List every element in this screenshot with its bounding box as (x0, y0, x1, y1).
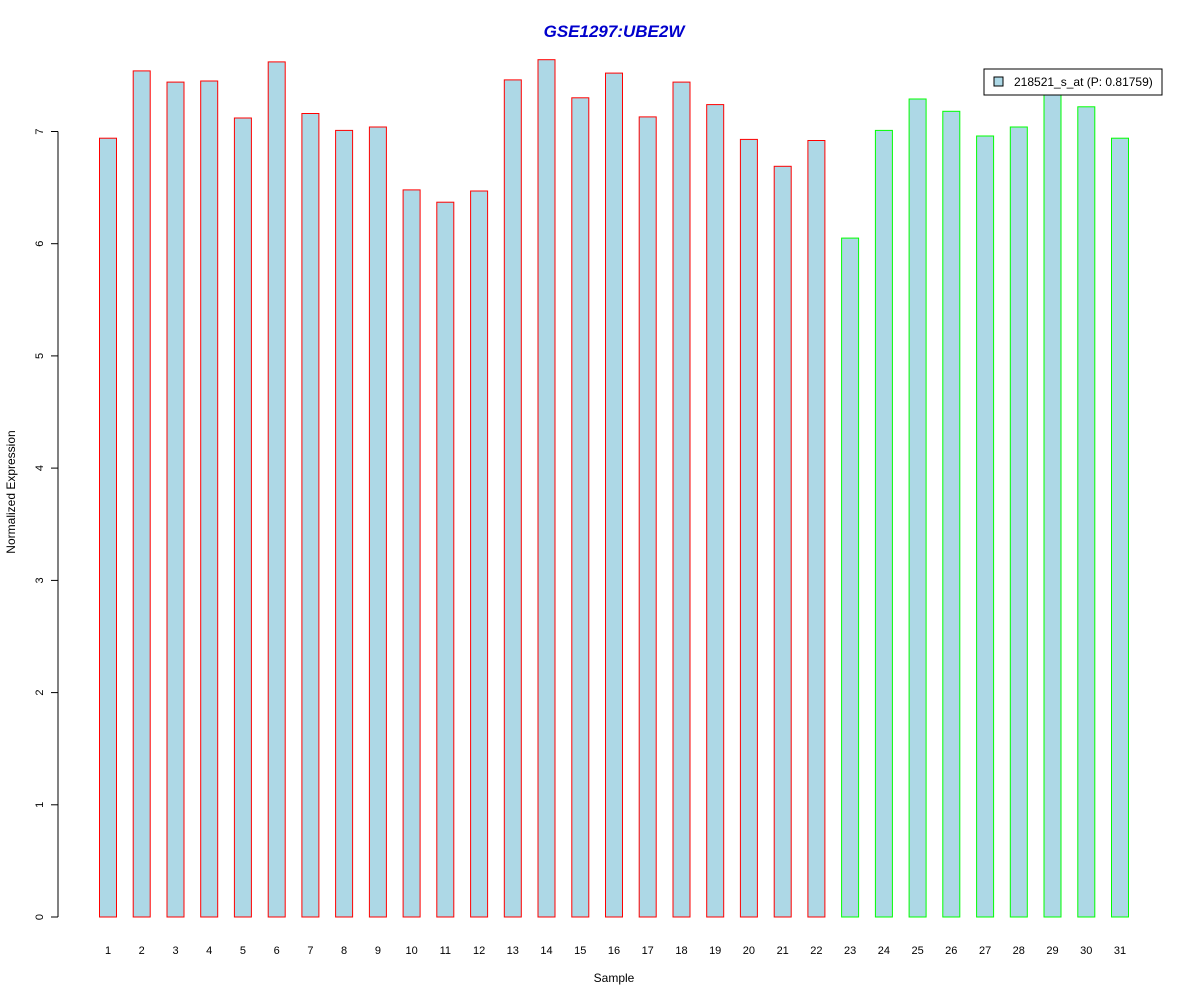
x-tick-label: 3 (172, 945, 178, 957)
bar-sample-13 (503, 79, 522, 918)
x-tick-label: 5 (240, 945, 246, 957)
bar-sample-4 (200, 80, 219, 918)
bar-sample-14 (537, 59, 556, 918)
bars-group (99, 59, 1129, 918)
x-tick-label: 9 (375, 945, 381, 957)
x-axis-title: Sample (594, 971, 635, 985)
legend-swatch (993, 76, 1004, 87)
bar-sample-26 (942, 110, 961, 918)
bar-sample-30 (1077, 106, 1096, 918)
x-tick-label: 21 (777, 945, 789, 957)
legend: 218521_s_at (P: 0.81759) (983, 68, 1163, 96)
bar-sample-17 (638, 116, 657, 918)
bar-sample-9 (368, 126, 387, 918)
x-tick-label: 22 (810, 945, 822, 957)
x-tick-label: 28 (1013, 945, 1025, 957)
bar-sample-23 (841, 237, 860, 918)
bar-sample-20 (739, 138, 758, 918)
bar-sample-31 (1111, 137, 1129, 918)
x-tick-label: 17 (642, 945, 654, 957)
bar-sample-16 (605, 72, 623, 918)
x-tick-label: 25 (911, 945, 923, 957)
x-tick-label: 31 (1114, 945, 1126, 957)
bar-sample-19 (706, 104, 725, 918)
bar-sample-8 (335, 129, 354, 918)
x-tick-label: 13 (507, 945, 519, 957)
x-axis: 1 2 3 4 5 6 7 8 9 10 11 12 13 14 15 16 17 18 19 20 21 22 23 24 2… (105, 945, 1126, 957)
x-tick-label: 6 (274, 945, 280, 957)
bar-sample-12 (470, 190, 489, 918)
bar-sample-24 (874, 129, 893, 918)
x-tick-label: 4 (206, 945, 212, 957)
bar-sample-7 (301, 113, 320, 918)
bar-sample-3 (166, 81, 185, 918)
x-tick-label: 16 (608, 945, 620, 957)
bar-sample-15 (571, 97, 590, 918)
x-tick-label: 23 (844, 945, 856, 957)
x-tick-label: 11 (440, 945, 451, 957)
bar-sample-27 (976, 135, 995, 918)
bar-sample-6 (267, 61, 286, 918)
bar-sample-2 (132, 70, 151, 918)
x-tick-label: 29 (1046, 945, 1058, 957)
y-tick-label: 1 (34, 802, 46, 808)
y-tick-label: 6 (34, 241, 46, 247)
y-tick-label: 5 (34, 353, 46, 359)
x-tick-label: 15 (574, 945, 586, 957)
y-tick-label: 3 (34, 577, 46, 583)
bar-sample-28 (1009, 126, 1028, 918)
bar-sample-11 (436, 201, 455, 918)
x-tick-label: 7 (307, 945, 313, 957)
x-tick-label: 26 (945, 945, 957, 957)
y-axis: 0 1 2 3 4 5 6 7 (34, 128, 59, 920)
y-tick-label: 0 (34, 914, 46, 920)
y-tick-label: 2 (34, 690, 46, 696)
x-tick-label: 24 (878, 945, 890, 957)
bar-sample-25 (908, 98, 927, 918)
y-tick-label: 4 (34, 465, 46, 471)
x-tick-label: 1 (105, 945, 111, 957)
bar-sample-29 (1043, 91, 1062, 918)
x-tick-label: 27 (979, 945, 991, 957)
x-tick-label: 20 (743, 945, 755, 957)
x-tick-label: 2 (139, 945, 145, 957)
x-tick-label: 14 (540, 945, 552, 957)
bar-sample-1 (99, 137, 117, 918)
bar-sample-21 (773, 165, 792, 918)
bar-sample-5 (233, 117, 252, 918)
bar-sample-10 (402, 189, 421, 918)
x-tick-label: 12 (473, 945, 485, 957)
bar-sample-18 (672, 81, 691, 918)
x-tick-label: 8 (341, 945, 347, 957)
chart-title: GSE1297:UBE2W (544, 22, 687, 41)
y-tick-label: 7 (34, 128, 46, 134)
y-axis-title: Normalized Expression (4, 430, 18, 553)
x-tick-label: 30 (1080, 945, 1092, 957)
x-tick-label: 18 (675, 945, 687, 957)
x-tick-label: 10 (405, 945, 417, 957)
legend-label: 218521_s_at (P: 0.81759) (1014, 75, 1153, 89)
bar-sample-22 (807, 140, 826, 918)
x-tick-label: 19 (709, 945, 721, 957)
legend-box (983, 68, 1163, 96)
